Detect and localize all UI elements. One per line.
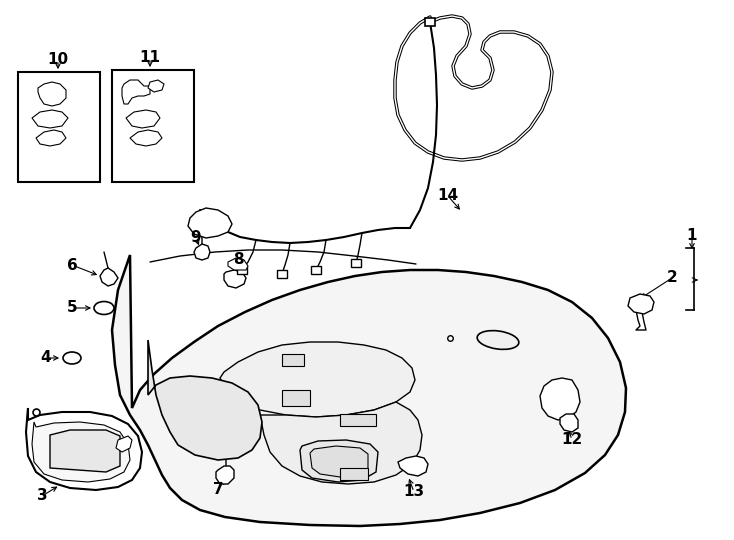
Text: 12: 12 xyxy=(562,433,583,448)
Polygon shape xyxy=(260,402,422,484)
Bar xyxy=(277,270,287,278)
Text: 3: 3 xyxy=(37,489,47,503)
Polygon shape xyxy=(188,208,232,238)
Text: 10: 10 xyxy=(48,52,68,68)
Polygon shape xyxy=(26,408,142,490)
Text: 6: 6 xyxy=(67,258,77,273)
Bar xyxy=(311,266,321,274)
Bar xyxy=(282,390,310,406)
Polygon shape xyxy=(100,268,118,286)
Polygon shape xyxy=(398,456,428,476)
Polygon shape xyxy=(148,80,164,92)
Text: 2: 2 xyxy=(666,271,677,286)
Polygon shape xyxy=(228,258,248,270)
Bar xyxy=(340,468,368,480)
Text: 8: 8 xyxy=(233,253,243,267)
Text: 4: 4 xyxy=(40,350,51,366)
Polygon shape xyxy=(36,130,66,146)
Polygon shape xyxy=(50,430,120,472)
Bar xyxy=(237,266,247,274)
Ellipse shape xyxy=(63,352,81,364)
Polygon shape xyxy=(38,82,66,106)
Text: 9: 9 xyxy=(191,231,201,246)
Polygon shape xyxy=(112,255,626,526)
Text: 13: 13 xyxy=(404,484,424,500)
Text: 1: 1 xyxy=(687,227,697,242)
Polygon shape xyxy=(310,446,368,477)
Polygon shape xyxy=(560,414,578,432)
Ellipse shape xyxy=(477,330,519,349)
Polygon shape xyxy=(116,436,132,452)
Bar xyxy=(112,70,194,182)
Polygon shape xyxy=(194,244,210,260)
Polygon shape xyxy=(32,422,130,482)
Polygon shape xyxy=(130,130,162,146)
Bar xyxy=(282,354,304,366)
Polygon shape xyxy=(32,110,68,128)
Polygon shape xyxy=(122,80,150,104)
Polygon shape xyxy=(220,342,415,417)
Bar xyxy=(340,414,376,426)
Polygon shape xyxy=(300,440,378,482)
Bar xyxy=(351,259,361,267)
Ellipse shape xyxy=(94,301,114,314)
Polygon shape xyxy=(148,340,262,460)
Polygon shape xyxy=(216,466,234,484)
Bar xyxy=(425,18,435,26)
Text: 7: 7 xyxy=(213,483,223,497)
Polygon shape xyxy=(126,110,160,128)
Polygon shape xyxy=(224,270,246,288)
Text: 11: 11 xyxy=(139,51,161,65)
Polygon shape xyxy=(628,294,654,314)
Polygon shape xyxy=(540,378,580,420)
Text: 5: 5 xyxy=(67,300,77,315)
Text: 14: 14 xyxy=(437,188,459,204)
Bar xyxy=(18,72,100,182)
